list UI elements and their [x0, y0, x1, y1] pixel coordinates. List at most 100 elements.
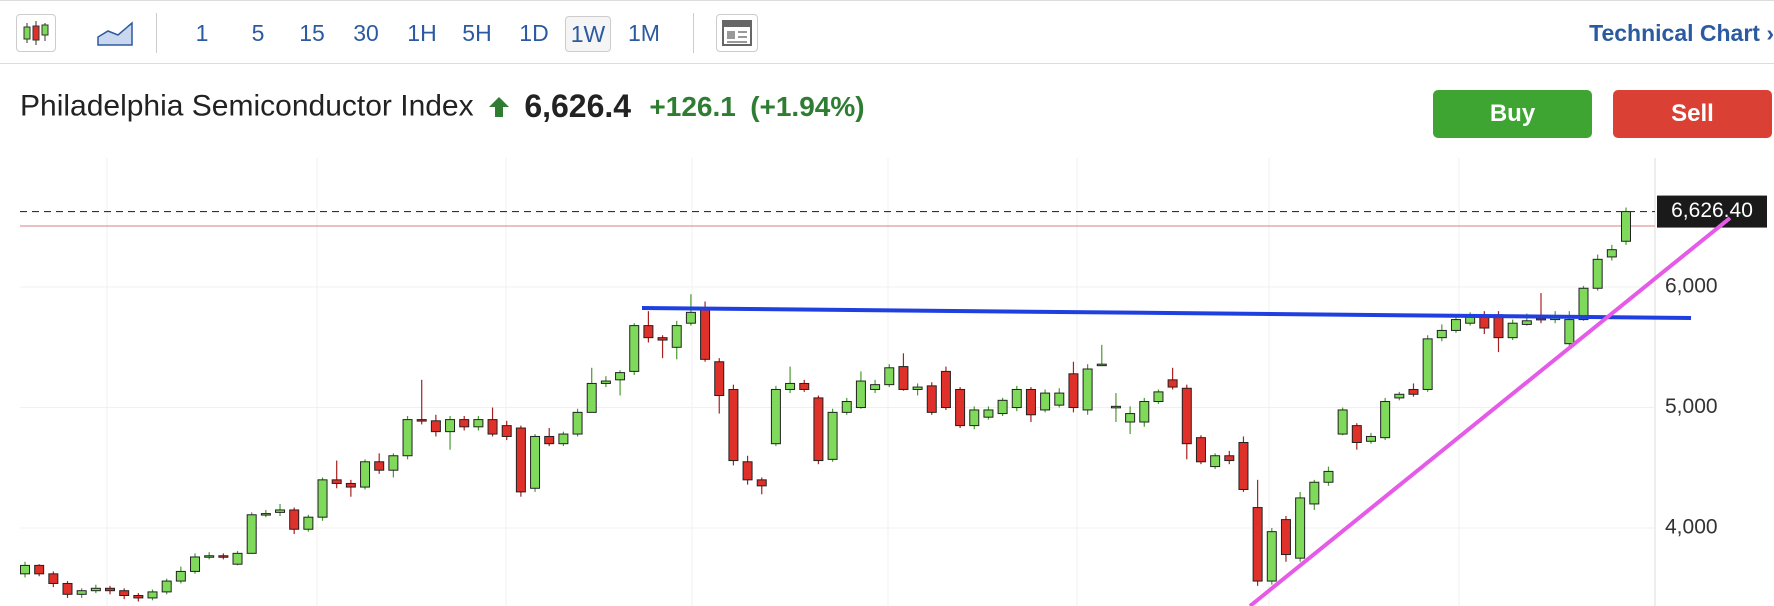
candle-body — [303, 516, 314, 530]
candle-body — [1450, 319, 1461, 331]
candle-body — [742, 461, 753, 481]
instrument-title: Philadelphia Semiconductor Index — [20, 89, 474, 123]
candle-body — [232, 552, 243, 565]
candle-body — [1351, 425, 1362, 443]
candle-body — [884, 367, 895, 386]
candle-body — [756, 479, 767, 487]
y-tick-label: 4,000 — [1665, 516, 1718, 539]
candle-body — [1167, 379, 1178, 388]
candle-body — [260, 513, 271, 516]
candle-body — [374, 461, 385, 471]
candle-body — [1224, 455, 1235, 462]
candle-body — [289, 509, 300, 530]
candle-body — [1153, 391, 1164, 403]
y-tick-label: 6,000 — [1665, 275, 1718, 298]
candle-body — [1181, 387, 1192, 445]
interval-button[interactable]: 1 — [195, 20, 209, 46]
candle-body — [1493, 314, 1504, 339]
trendline-horizontal — [641, 306, 1692, 320]
news-icon[interactable] — [716, 14, 758, 52]
sell-button[interactable]: Sell — [1613, 90, 1772, 138]
candle-body — [1139, 401, 1150, 423]
candle-body — [1606, 249, 1617, 258]
candle-body — [360, 461, 371, 488]
candle-body — [1082, 368, 1093, 411]
candle-body — [501, 425, 512, 437]
candle-body — [1110, 405, 1121, 409]
interval-button[interactable]: 15 — [299, 20, 325, 46]
interval-button[interactable]: 5H — [462, 20, 492, 46]
interval-button[interactable]: 30 — [353, 20, 379, 46]
candle-body — [1280, 519, 1291, 556]
candle-body — [530, 435, 541, 489]
candle-body — [714, 361, 725, 396]
candle-body — [671, 325, 682, 348]
candle-body — [147, 591, 158, 599]
candle-body — [76, 590, 87, 595]
last-price-label: 6,626.40 — [1671, 199, 1753, 222]
candle-glyph — [23, 21, 49, 45]
candle-body — [119, 590, 130, 597]
candle-body — [430, 420, 441, 433]
candle-body — [1621, 211, 1631, 242]
candle-body — [133, 595, 144, 599]
marks: 4,000 5,000 6,000 6,626.40 — [20, 195, 1767, 602]
separator — [156, 13, 157, 53]
candle-body — [246, 514, 257, 554]
interval-button[interactable]: 1W — [565, 16, 611, 52]
candle-body — [544, 435, 555, 445]
interval-button[interactable]: 1M — [628, 20, 660, 46]
interval-button[interactable]: 1H — [407, 20, 437, 46]
change-percent: (+1.94%) — [750, 90, 865, 122]
candle-body — [1394, 393, 1405, 399]
candle-body — [105, 587, 116, 592]
candle-body — [1422, 338, 1433, 390]
buy-button[interactable]: Buy — [1433, 90, 1592, 138]
candle-body — [1507, 322, 1518, 339]
candle-body — [161, 580, 172, 593]
candle-body — [558, 433, 569, 445]
candle-body — [515, 427, 526, 493]
interval-button[interactable]: 5 — [251, 20, 265, 46]
candle-body — [90, 587, 101, 592]
candle-body — [331, 479, 342, 484]
candle-body — [1380, 401, 1391, 439]
candle-body — [799, 382, 810, 390]
candle-body — [1238, 441, 1249, 490]
candle-body — [728, 388, 739, 462]
candle-body — [1535, 317, 1546, 321]
price: 6,626.4 — [524, 88, 632, 124]
candle-body — [870, 384, 881, 390]
candle-icon[interactable] — [16, 14, 56, 52]
candle-body — [416, 419, 427, 422]
candle-body — [1096, 363, 1107, 367]
y-tick-label: 5,000 — [1665, 395, 1718, 418]
candle-body — [317, 479, 328, 518]
candle-body — [1068, 373, 1079, 409]
candle-body — [1323, 470, 1334, 483]
candle-body — [955, 388, 966, 427]
candle-body — [1408, 388, 1419, 395]
candle-body — [459, 419, 470, 428]
candle-body — [1266, 531, 1277, 582]
candle-body — [34, 564, 45, 575]
candle-body — [615, 372, 626, 381]
candle-body — [969, 409, 980, 427]
area-icon[interactable] — [96, 19, 134, 49]
technical-chart-link[interactable]: Technical Chart › — [1589, 20, 1774, 46]
candle-body — [1011, 388, 1022, 409]
interval-button[interactable]: 1D — [519, 20, 549, 46]
up-arrow — [488, 96, 509, 117]
candle-body — [1252, 507, 1263, 582]
candle-body — [997, 399, 1008, 415]
candle-body — [48, 573, 59, 584]
candle-body — [473, 419, 484, 428]
trendline-rising — [1248, 216, 1732, 606]
candle-body — [1564, 319, 1575, 345]
candle-body — [813, 397, 824, 462]
candle-body — [940, 370, 951, 409]
candle-body — [1436, 329, 1447, 339]
candle-body — [1337, 409, 1348, 435]
candle-body — [62, 582, 73, 595]
